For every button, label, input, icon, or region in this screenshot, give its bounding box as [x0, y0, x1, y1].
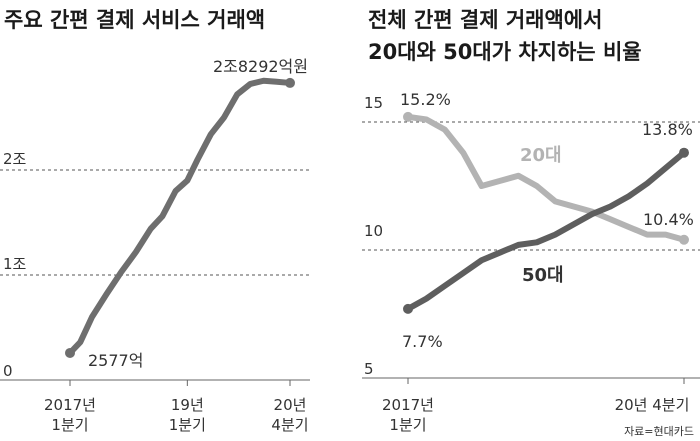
- panel-payment-volume: 주요 간편 결제 서비스 거래액 0 1조 2조 2017년 1분기 19년 1분기 20년…: [0, 8, 310, 434]
- end-point-20s: [679, 234, 689, 245]
- series-name-50s: 50대: [522, 265, 564, 286]
- x-tick-label-right-line1: 20년 4분기: [615, 396, 690, 414]
- series-line-20s: [405, 113, 687, 243]
- chart-title-right-line-1: 전체 간편 결제 거래액에서: [368, 8, 602, 32]
- series-line-payment-volume: [67, 77, 293, 356]
- end-point-50s: [679, 147, 689, 158]
- chart-title-right-line-2: 20대와 50대가 차지하는 비율: [368, 40, 642, 64]
- end-point-left: [285, 77, 295, 88]
- y-tick-label-right: 15: [364, 94, 383, 112]
- chart-title-left: 주요 간편 결제 서비스 거래액: [4, 8, 265, 32]
- data-label-start-left: 2577억: [88, 351, 143, 370]
- y-tick-label-right: 10: [364, 222, 383, 240]
- data-label-50s-start: 7.7%: [402, 332, 443, 351]
- series-line-50s: [405, 149, 687, 312]
- x-tick-label-right-line1: 2017년: [382, 396, 434, 414]
- y-tick-label-left: 1조: [3, 255, 27, 273]
- panel-age-share: 전체 간편 결제 거래액에서 20대와 50대가 차지하는 비율 5 10 15 2…: [362, 8, 700, 434]
- source-note: 자료=현대카드: [624, 425, 694, 438]
- x-tick-label-left-line1: 19년: [171, 396, 204, 414]
- y-tick-label-right: 5: [364, 360, 374, 378]
- start-point-50s: [403, 303, 413, 314]
- data-label-20s-end: 10.4%: [643, 210, 694, 229]
- x-tick-label-left-line2: 4분기: [271, 416, 308, 434]
- x-tick-label-left-line1: 20년: [274, 396, 307, 414]
- x-tick-label-left-line2: 1분기: [51, 416, 88, 434]
- data-label-50s-end: 13.8%: [642, 120, 693, 139]
- x-tick-label-left-line1: 2017년: [44, 396, 96, 414]
- start-point-20s: [403, 111, 413, 122]
- y-tick-label-left: 2조: [3, 150, 27, 168]
- x-tick-label-right-line2: 1분기: [389, 416, 426, 434]
- data-label-20s-start: 15.2%: [400, 90, 451, 109]
- x-tick-label-left-line2: 1분기: [169, 416, 206, 434]
- series-name-20s: 20대: [520, 145, 562, 166]
- data-label-end-left: 2조8292억원: [213, 57, 308, 76]
- y-tick-label-left: 0: [3, 362, 13, 380]
- start-point-left: [65, 347, 75, 358]
